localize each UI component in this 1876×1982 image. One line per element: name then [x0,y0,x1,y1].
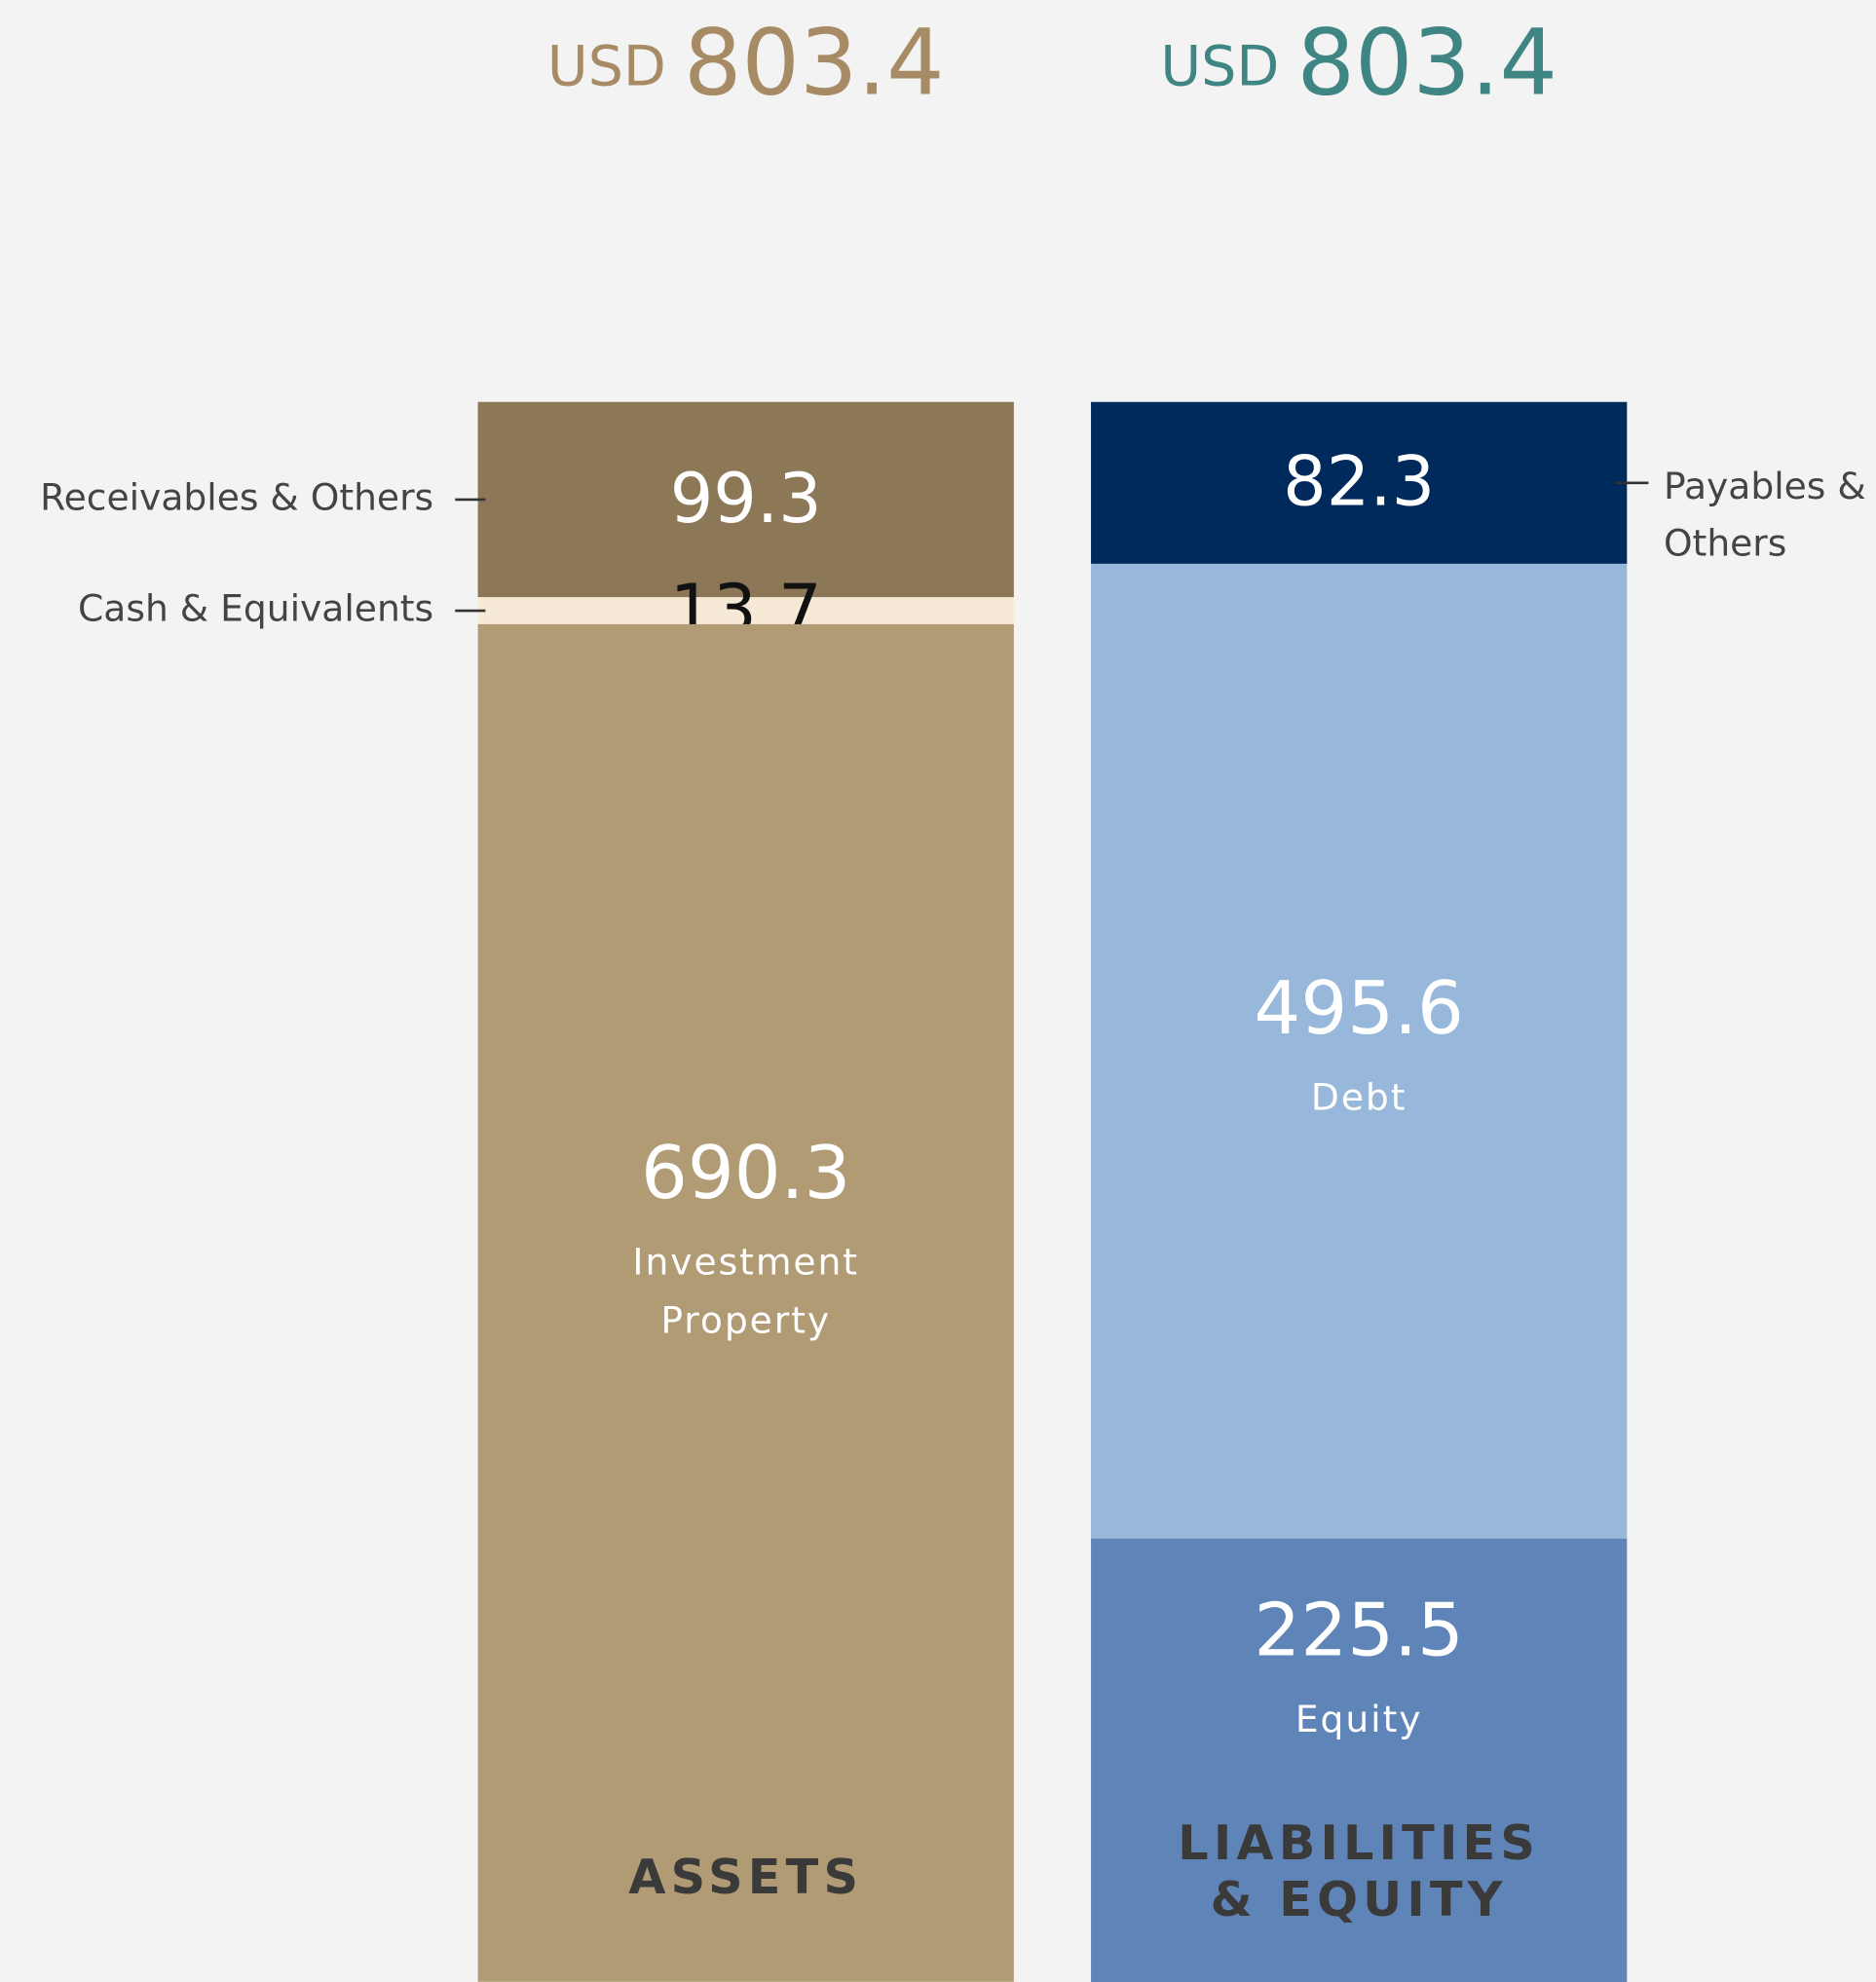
bar-segment [1091,401,1628,564]
value-label: 495.6 [1254,965,1463,1051]
value-label: 225.5 [1254,1587,1463,1672]
bar-segment [1091,563,1628,1539]
segment-name: Debt [1311,1075,1407,1118]
value-label: 99.3 [670,459,822,539]
bar-segment [477,401,1014,598]
value-label: 82.3 [1283,442,1435,522]
currency: USD [1160,34,1279,98]
segment-name: Payables & Others [1664,464,1866,563]
bar-segment [1091,1538,1628,1982]
total-label: USD 803.4 [1160,11,1557,117]
total-label: USD 803.4 [547,11,945,117]
bar-segment [477,623,1014,1982]
segment-name: Equity [1295,1698,1423,1740]
currency: USD [547,34,666,98]
category-label: ASSETS [628,1848,863,1904]
segment-name: Investment Property [632,1240,859,1341]
bar-segment [477,597,1014,624]
segment-name: Receivables & Others [40,475,433,518]
category-label: LIABILITIES & EQUITY [1178,1814,1540,1926]
spacer [1279,34,1296,98]
total-value: 803.4 [1297,11,1558,117]
value-label: 690.3 [641,1130,850,1215]
segment-name: Cash & Equivalents [78,587,433,630]
spacer [666,34,684,98]
total-value: 803.4 [684,11,945,117]
